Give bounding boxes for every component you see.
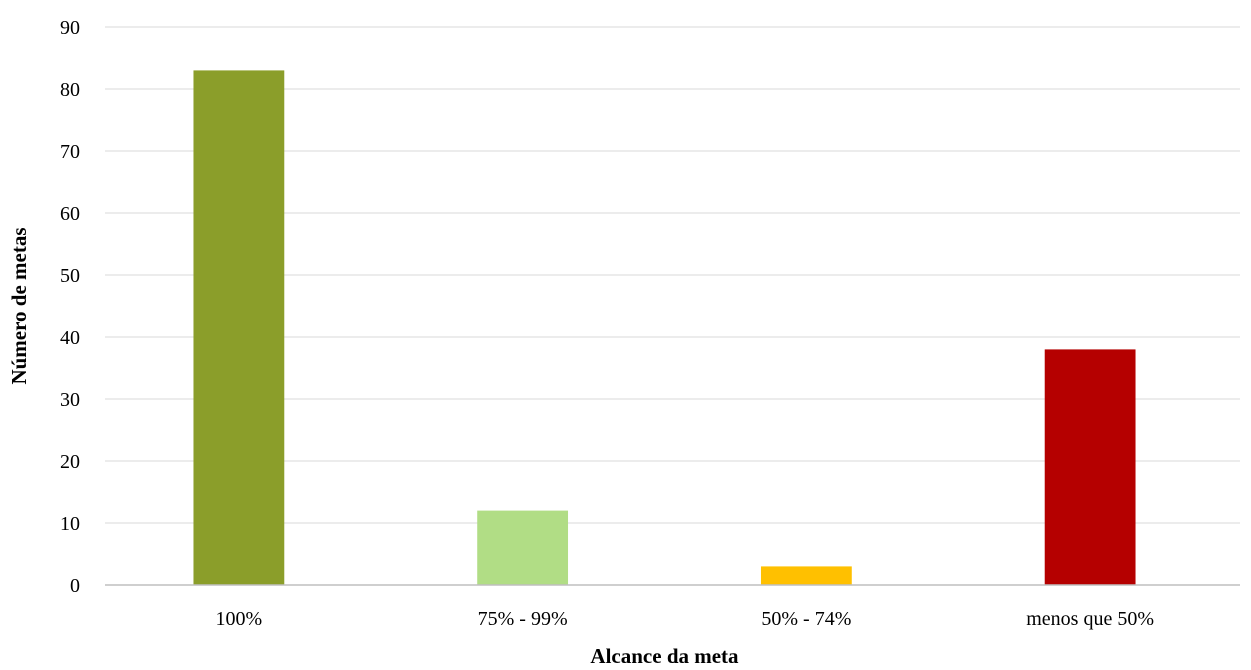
y-tick-label: 20 <box>60 451 80 473</box>
y-tick-label: 30 <box>60 389 80 411</box>
y-tick-label: 10 <box>60 513 80 535</box>
gridlines <box>105 26 1240 524</box>
bar <box>477 510 569 585</box>
y-tick-label: 0 <box>70 575 80 597</box>
bar <box>193 70 285 585</box>
x-axis-title: Alcance da meta <box>590 644 739 668</box>
y-tick-label: 60 <box>60 203 80 225</box>
x-axis-ticks: 100% 75% - 99% 50% - 74% menos que 50% <box>216 608 1154 630</box>
y-tick-label: 50 <box>60 265 80 287</box>
x-tick-label: menos que 50% <box>1026 608 1154 630</box>
y-tick-label: 90 <box>60 17 80 39</box>
bar <box>1044 349 1136 585</box>
x-tick-label: 100% <box>216 608 263 630</box>
y-axis-ticks: 0 10 20 30 40 50 60 70 80 90 <box>60 17 80 597</box>
y-axis-title: Número de metas <box>7 227 31 384</box>
x-tick-label: 75% - 99% <box>478 608 568 630</box>
y-tick-label: 40 <box>60 327 80 349</box>
x-tick-label: 50% - 74% <box>761 608 851 630</box>
y-tick-label: 80 <box>60 79 80 101</box>
bar <box>760 566 852 585</box>
y-tick-label: 70 <box>60 141 80 163</box>
bars <box>193 70 1136 585</box>
